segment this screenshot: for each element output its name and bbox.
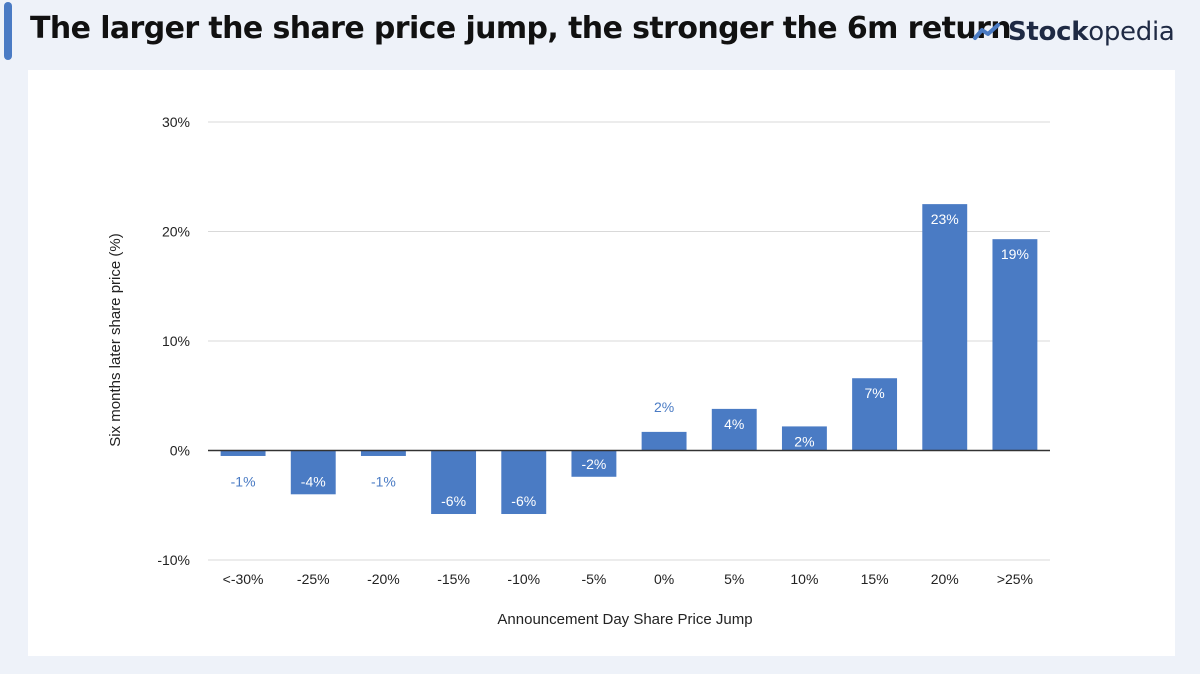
y-axis-ticks: -10% 0% 10% 20% 30% <box>157 114 190 568</box>
x-tick-label: 20% <box>931 571 959 587</box>
x-tick-label: >25% <box>997 571 1033 587</box>
y-tick-label: 0% <box>170 443 190 459</box>
x-tick-label: -10% <box>507 571 540 587</box>
title-accent-bar <box>4 2 12 60</box>
x-tick-label: <-30% <box>223 571 264 587</box>
y-tick-label: 10% <box>162 333 190 349</box>
y-tick-label: 30% <box>162 114 190 130</box>
bar <box>220 450 266 456</box>
data-label: 7% <box>864 385 884 401</box>
bar <box>641 431 687 451</box>
data-label: -4% <box>301 473 326 489</box>
data-label: -6% <box>511 493 536 509</box>
logo-text-regular: opedia <box>1088 17 1175 47</box>
x-tick-label: 10% <box>790 571 818 587</box>
page-title: The larger the share price jump, the str… <box>30 11 1012 46</box>
data-label: -1% <box>231 474 256 490</box>
data-label: 2% <box>794 433 814 449</box>
bar <box>992 239 1038 451</box>
chart-card: -1% -4% -1% -6% -6% -2% 2% 4% 2% 7% 23% 19% -10% 0% 1… <box>28 70 1175 656</box>
bar <box>290 450 336 495</box>
data-label: -2% <box>581 456 606 472</box>
x-tick-label: 0% <box>654 571 674 587</box>
x-axis-ticks: <-30% -25% -20% -15% -10% -5% 0% 5% 10% 15% 20% >25… <box>223 571 1033 587</box>
bar <box>571 450 617 477</box>
x-tick-label: -5% <box>581 571 606 587</box>
bar <box>852 378 898 451</box>
logo-text: Stockopedia <box>1008 17 1175 47</box>
data-label: 2% <box>654 399 674 415</box>
y-axis-title: Six months later share price (%) <box>107 233 124 446</box>
bar <box>781 426 827 451</box>
x-tick-label: -25% <box>297 571 330 587</box>
bars <box>220 204 1038 515</box>
data-label: 4% <box>724 416 744 432</box>
data-label: 19% <box>1001 246 1029 262</box>
x-tick-label: 5% <box>724 571 744 587</box>
data-labels: -1% -4% -1% -6% -6% -2% 2% 4% 2% 7% 23% 19% <box>231 211 1029 509</box>
data-label: -6% <box>441 493 466 509</box>
x-tick-label: -15% <box>437 571 470 587</box>
bar <box>360 450 406 456</box>
bar-chart: -1% -4% -1% -6% -6% -2% 2% 4% 2% 7% 23% 19% -10% 0% 1… <box>107 114 1050 628</box>
data-label: -1% <box>371 474 396 490</box>
x-tick-label: 15% <box>861 571 889 587</box>
y-tick-label: 20% <box>162 224 190 240</box>
x-tick-label: -20% <box>367 571 400 587</box>
stockopedia-logo: Stockopedia <box>972 14 1175 50</box>
bar <box>922 204 968 451</box>
bar <box>431 450 477 515</box>
y-tick-label: -10% <box>157 552 190 568</box>
stockopedia-chart-icon <box>973 23 1000 40</box>
bar <box>711 408 757 451</box>
logo-text-bold: Stock <box>1008 17 1089 47</box>
bar <box>501 450 547 515</box>
grid-lines <box>208 121 1050 561</box>
x-axis-title: Announcement Day Share Price Jump <box>497 611 752 628</box>
data-label: 23% <box>931 211 959 227</box>
